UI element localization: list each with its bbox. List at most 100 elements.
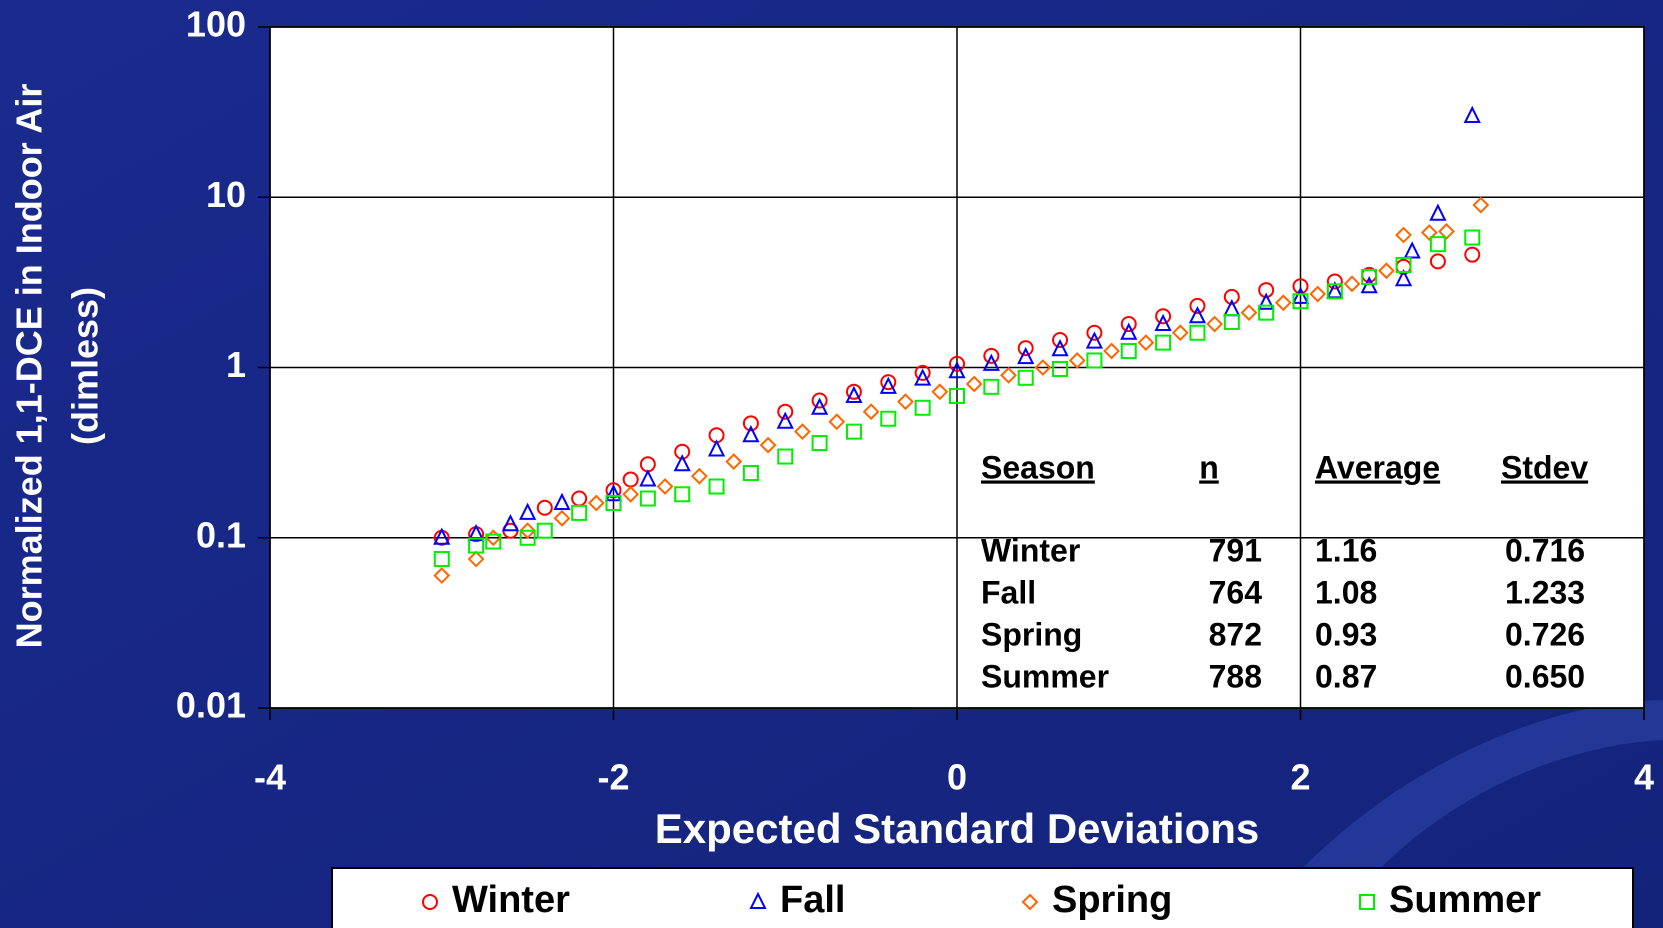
table-header: Season [981, 449, 1095, 485]
point [914, 368, 932, 386]
legend-label: Summer [1389, 879, 1541, 921]
point [1403, 241, 1421, 259]
point [1429, 236, 1446, 253]
point [742, 425, 760, 443]
point [553, 492, 571, 510]
point [811, 392, 828, 409]
point [742, 415, 759, 432]
point [1120, 343, 1137, 360]
y-tick-label: 10 [206, 174, 246, 215]
point [656, 478, 674, 495]
table-cell: 0.726 [1505, 616, 1585, 652]
point [1326, 283, 1343, 300]
y-tick-label: 1 [226, 344, 246, 385]
point [1361, 269, 1378, 286]
x-axis-title: Expected Standard Deviations [655, 805, 1260, 852]
point [982, 353, 1000, 371]
point [519, 502, 537, 520]
point [749, 891, 767, 909]
point [674, 443, 691, 460]
table-cell: 0.650 [1505, 658, 1585, 694]
x-tick-label: 0 [947, 757, 967, 798]
table-cell: 872 [1209, 616, 1262, 652]
table-cell: 0.87 [1315, 658, 1377, 694]
point [811, 435, 828, 452]
point [1292, 293, 1309, 310]
point [536, 522, 553, 539]
point [1120, 322, 1138, 340]
point [759, 436, 777, 454]
point [776, 411, 794, 429]
point [1188, 306, 1207, 324]
table-cell: 1.233 [1505, 574, 1585, 610]
point [519, 529, 536, 546]
point [519, 522, 537, 540]
point [422, 894, 438, 910]
point [536, 499, 553, 516]
point [1377, 262, 1395, 280]
point [1438, 222, 1455, 240]
y-axis-title: Normalized 1,1-DCE in Indoor Air [9, 84, 50, 649]
point [742, 465, 759, 482]
point [1343, 275, 1361, 293]
table-cell: 764 [1209, 574, 1263, 610]
point [1034, 359, 1052, 376]
point [897, 393, 914, 411]
point [622, 485, 640, 503]
point [1223, 314, 1240, 331]
point [605, 482, 622, 499]
point [1464, 246, 1481, 263]
point [1000, 366, 1017, 384]
point [1395, 226, 1412, 244]
x-tick-label: 4 [1634, 757, 1654, 798]
point [673, 454, 691, 472]
point [949, 355, 965, 372]
point [1052, 332, 1069, 349]
point [777, 448, 794, 465]
point [862, 403, 880, 421]
point [1240, 304, 1258, 322]
point [1206, 315, 1224, 333]
table-cell: Winter [981, 532, 1080, 568]
point [707, 439, 726, 457]
point [1120, 316, 1137, 333]
point [1171, 324, 1189, 342]
point [914, 364, 931, 381]
point [1051, 339, 1069, 357]
point [948, 361, 966, 379]
point [1189, 297, 1206, 314]
table-header: n [1199, 449, 1219, 485]
point [1429, 203, 1447, 221]
point [1103, 342, 1120, 360]
point [1155, 308, 1172, 325]
point [433, 527, 451, 545]
point [845, 423, 862, 440]
point [587, 494, 605, 512]
point [501, 514, 520, 532]
point [1274, 294, 1292, 312]
point [1463, 105, 1481, 124]
point [1189, 324, 1206, 341]
x-tick-label: 2 [1290, 757, 1310, 798]
point [1395, 256, 1412, 273]
point [880, 374, 897, 391]
point [639, 490, 656, 507]
point [1359, 894, 1375, 910]
point [1155, 334, 1172, 351]
point [1472, 196, 1490, 214]
point [879, 376, 897, 394]
point [794, 423, 811, 441]
point [1464, 229, 1481, 246]
y-tick-label: 0.1 [196, 514, 246, 555]
legend-label: Winter [452, 879, 570, 921]
point [467, 523, 485, 542]
plot-border [269, 26, 1645, 709]
point [485, 533, 502, 550]
point [983, 378, 1000, 395]
point [1086, 324, 1103, 341]
point [467, 550, 485, 568]
point [1085, 331, 1104, 349]
x-tick-label: -4 [254, 757, 286, 798]
legend-label: Fall [780, 879, 845, 921]
